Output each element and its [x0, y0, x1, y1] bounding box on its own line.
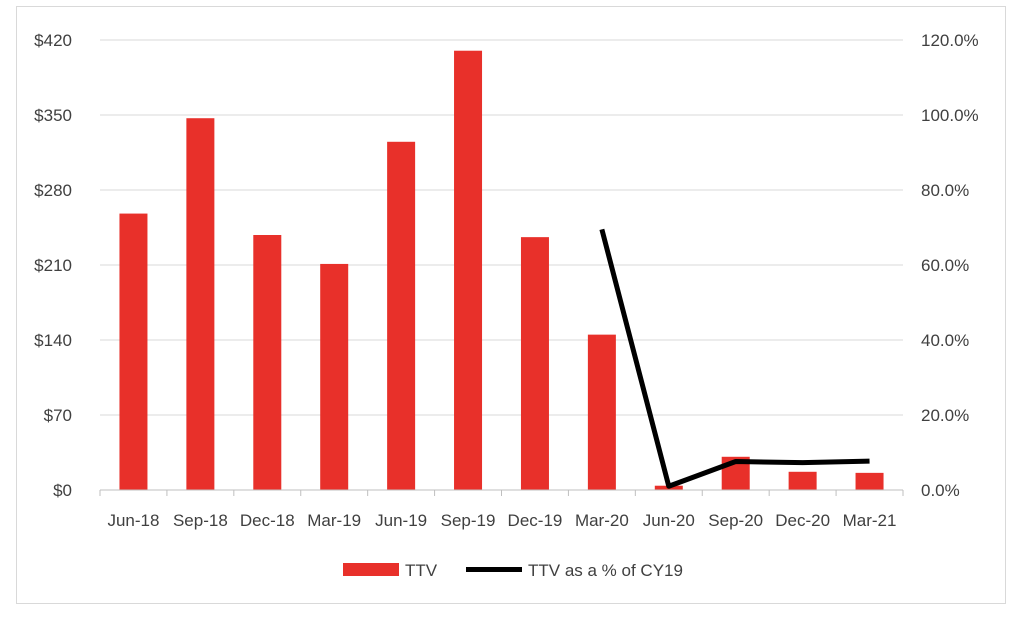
- x-tick-label: Dec-19: [508, 511, 563, 530]
- x-tick-label: Jun-18: [107, 511, 159, 530]
- bar-mar-19: [320, 263, 349, 490]
- chart-frame: [16, 6, 1006, 604]
- bar-dec-19: [520, 237, 549, 490]
- y-right-tick-label: 120.0%: [921, 31, 979, 50]
- legend-swatch-ttv: [343, 563, 399, 576]
- x-tick-label: Jun-19: [375, 511, 427, 530]
- x-axis-tick-labels: Jun-18 Sep-18 Dec-18 Mar-19 Jun-19 Sep-19 Dec-…: [107, 511, 896, 530]
- line-ttv-pct: [599, 228, 870, 489]
- y-left-tick-label: $420: [34, 31, 72, 50]
- y-right-tick-label: 0.0%: [921, 481, 960, 500]
- x-tick-label: Dec-20: [775, 511, 830, 530]
- y-axis-left: $0 $70 $140 $210 $280 $350 $420: [34, 31, 72, 500]
- y-left-tick-label: $0: [53, 481, 72, 500]
- y-right-tick-label: 40.0%: [921, 331, 969, 350]
- line-series-ttv-pct: [599, 228, 870, 489]
- legend-label-ttv-pct: TTV as a % of CY19: [528, 561, 683, 580]
- y-right-tick-label: 60.0%: [921, 256, 969, 275]
- bar-sep-19: [454, 50, 483, 490]
- x-tick-label: Sep-19: [441, 511, 496, 530]
- x-axis: [99, 489, 904, 496]
- bar-mar-20: [587, 334, 616, 490]
- x-tick-label: Sep-20: [708, 511, 763, 530]
- y-left-tick-label: $210: [34, 256, 72, 275]
- x-tick-label: Jun-20: [643, 511, 695, 530]
- bar-dec-20: [788, 471, 817, 490]
- y-left-tick-label: $140: [34, 331, 72, 350]
- y-right-tick-label: 20.0%: [921, 406, 969, 425]
- legend: TTV TTV as a % of CY19: [343, 561, 683, 580]
- bar-jun-19: [387, 141, 416, 491]
- x-tick-label: Mar-21: [843, 511, 897, 530]
- bar-mar-21: [855, 472, 884, 490]
- bar-series-ttv: [119, 50, 884, 491]
- gridlines: [100, 39, 903, 416]
- x-tick-label: Dec-18: [240, 511, 295, 530]
- y-left-tick-label: $350: [34, 106, 72, 125]
- x-tick-label: Mar-20: [575, 511, 629, 530]
- bar-jun-18: [119, 213, 148, 491]
- legend-label-ttv: TTV: [405, 561, 438, 580]
- y-right-tick-label: 80.0%: [921, 181, 969, 200]
- y-right-tick-label: 100.0%: [921, 106, 979, 125]
- bar-sep-18: [186, 118, 215, 490]
- x-tick-label: Mar-19: [307, 511, 361, 530]
- y-axis-right: 0.0% 20.0% 40.0% 60.0% 80.0% 100.0% 120.0%: [921, 31, 979, 500]
- y-left-tick-label: $280: [34, 181, 72, 200]
- y-left-tick-label: $70: [44, 406, 72, 425]
- bar-dec-18: [253, 235, 282, 490]
- x-tick-label: Sep-18: [173, 511, 228, 530]
